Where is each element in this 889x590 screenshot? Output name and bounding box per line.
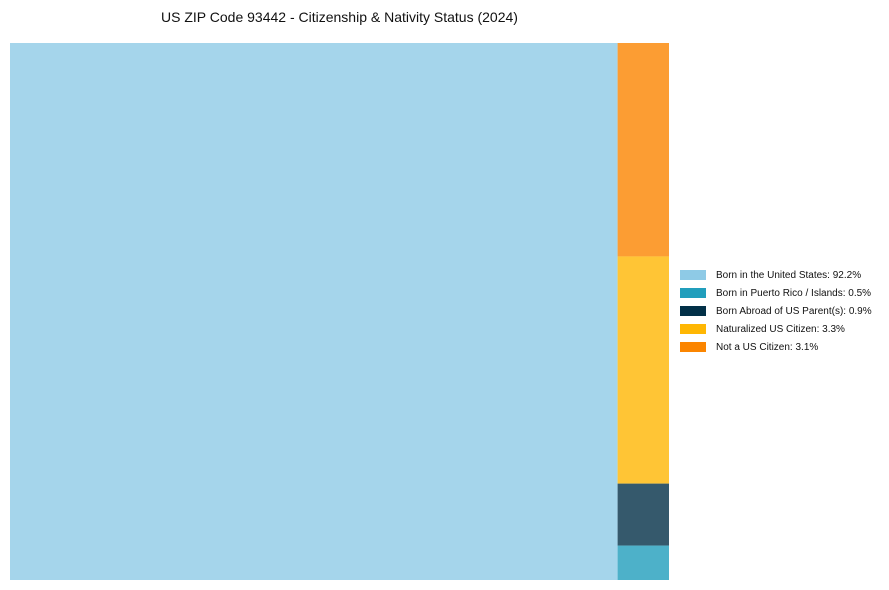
treemap-cell-born-in-the-united-states bbox=[10, 43, 618, 580]
legend-label: Naturalized US Citizen: 3.3% bbox=[716, 323, 845, 335]
legend-item: Born in the United States: 92.2% bbox=[680, 266, 872, 284]
legend-item: Naturalized US Citizen: 3.3% bbox=[680, 320, 872, 338]
treemap-cell-naturalized-us-citizen bbox=[617, 256, 669, 484]
legend-label: Born Abroad of US Parent(s): 0.9% bbox=[716, 305, 872, 317]
legend-label: Born in the United States: 92.2% bbox=[716, 269, 862, 281]
treemap-cell-born-abroad-of-us-parent-s- bbox=[617, 483, 669, 546]
legend-swatch bbox=[680, 342, 706, 352]
legend-item: Not a US Citizen: 3.1% bbox=[680, 338, 872, 356]
legend-swatch bbox=[680, 306, 706, 316]
legend-item: Born in Puerto Rico / Islands: 0.5% bbox=[680, 284, 872, 302]
legend-label: Not a US Citizen: 3.1% bbox=[716, 341, 819, 353]
treemap-cell-not-a-us-citizen bbox=[617, 43, 669, 257]
legend-swatch bbox=[680, 288, 706, 298]
treemap-cell-born-in-puerto-rico-islands bbox=[617, 545, 669, 580]
chart-title: US ZIP Code 93442 - Citizenship & Nativi… bbox=[161, 9, 518, 25]
legend-item: Born Abroad of US Parent(s): 0.9% bbox=[680, 302, 872, 320]
legend-swatch bbox=[680, 270, 706, 280]
legend: Born in the United States: 92.2% Born in … bbox=[680, 266, 872, 356]
legend-label: Born in Puerto Rico / Islands: 0.5% bbox=[716, 287, 872, 299]
legend-swatch bbox=[680, 324, 706, 334]
